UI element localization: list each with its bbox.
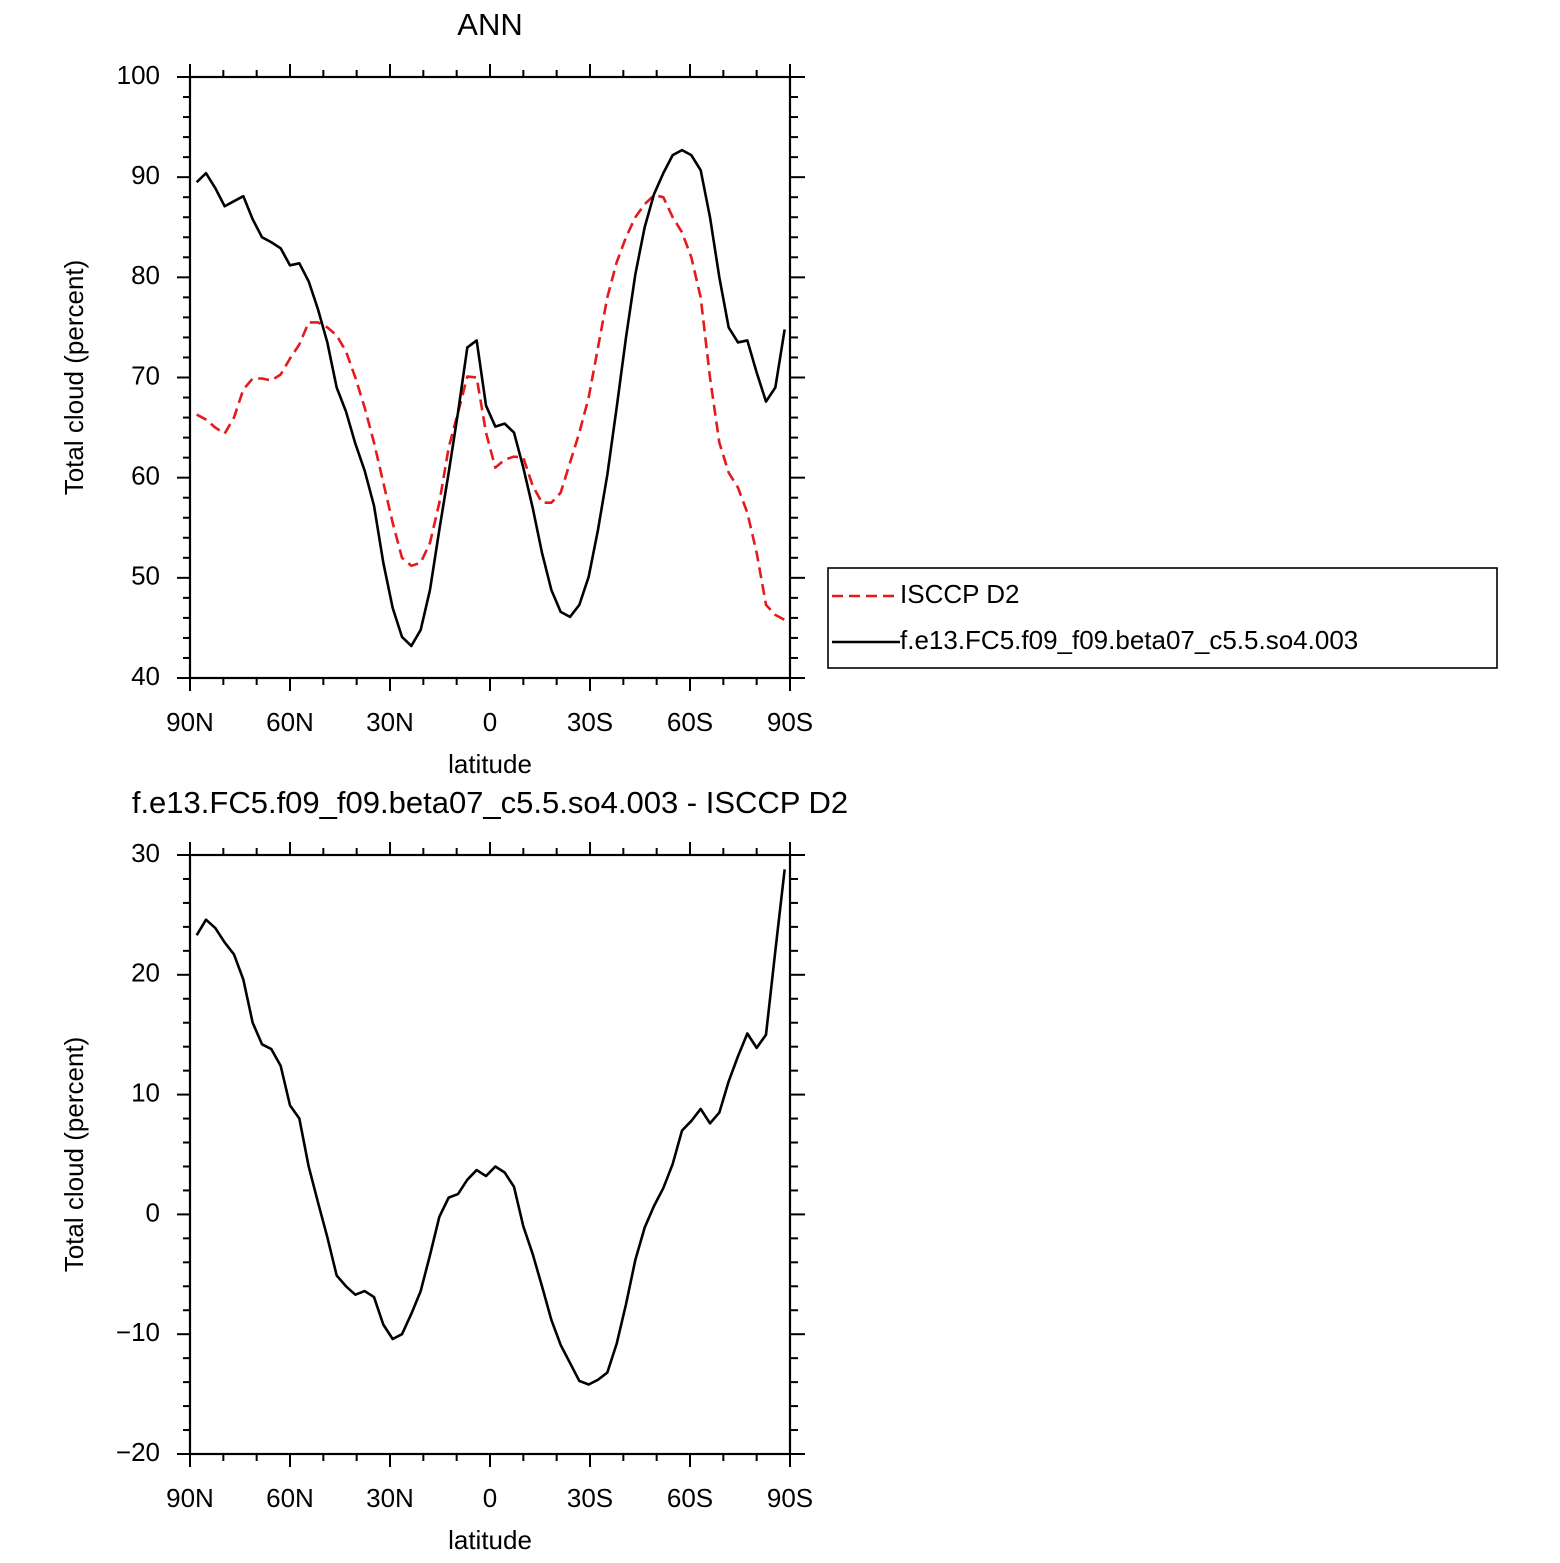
x-axis-label: latitude (448, 1525, 532, 1555)
y-tick-label: −10 (116, 1317, 160, 1347)
x-tick-label: 90S (767, 707, 813, 737)
y-tick-label: 30 (131, 838, 160, 868)
series-line (196, 193, 786, 622)
y-tick-label: 50 (131, 561, 160, 591)
y-tick-label: −20 (116, 1437, 160, 1467)
chart-title: f.e13.FC5.f09_f09.beta07_c5.5.so4.003 - … (132, 785, 848, 820)
legend-label: ISCCP D2 (900, 579, 1019, 609)
series-line (195, 148, 786, 648)
x-tick-label: 0 (483, 707, 497, 737)
y-tick-label: 90 (131, 160, 160, 190)
x-tick-label: 30S (567, 1483, 613, 1513)
x-tick-label: 60N (266, 707, 314, 737)
x-tick-label: 90N (166, 1483, 214, 1513)
x-tick-label: 60S (667, 1483, 713, 1513)
x-tick-label: 60S (667, 707, 713, 737)
y-tick-label: 70 (131, 360, 160, 390)
y-tick-label: 100 (117, 60, 160, 90)
plot-frame (188, 75, 792, 680)
legend-box (827, 567, 1498, 669)
y-tick-label: 40 (131, 661, 160, 691)
x-tick-label: 60N (266, 1483, 314, 1513)
series-line (195, 869, 786, 1386)
legend-label: f.e13.FC5.f09_f09.beta07_c5.5.so4.003 (900, 625, 1358, 655)
x-tick-label: 90N (166, 707, 214, 737)
x-tick-label: 0 (483, 1483, 497, 1513)
x-tick-label: 30N (366, 707, 414, 737)
x-tick-label: 30N (366, 1483, 414, 1513)
y-tick-label: 0 (146, 1197, 160, 1227)
y-tick-label: 60 (131, 461, 160, 491)
y-axis-label: Total cloud (percent) (59, 1037, 89, 1273)
x-tick-label: 30S (567, 707, 613, 737)
y-tick-label: 80 (131, 260, 160, 290)
y-tick-label: 10 (131, 1077, 160, 1107)
y-axis-label: Total cloud (percent) (59, 260, 89, 496)
chart-title: ANN (457, 7, 522, 42)
x-tick-label: 90S (767, 1483, 813, 1513)
y-tick-label: 20 (131, 958, 160, 988)
x-axis-label: latitude (448, 749, 532, 779)
plot-frame (188, 853, 792, 1456)
